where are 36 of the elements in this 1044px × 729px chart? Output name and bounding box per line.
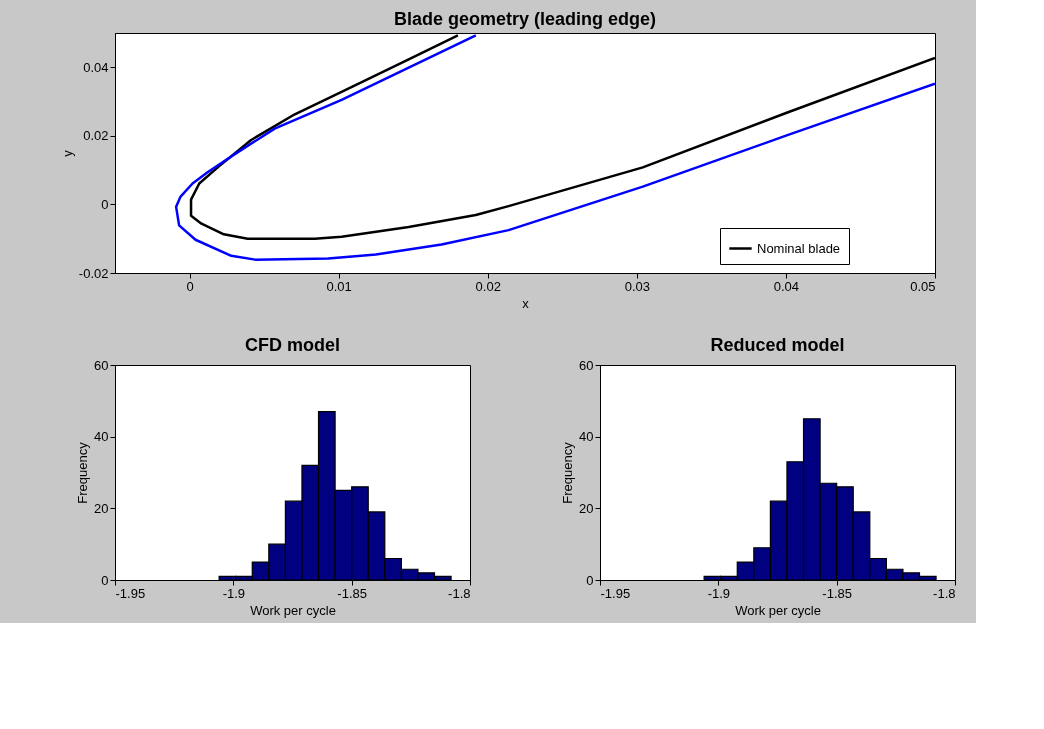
x-tick-label: 0.03: [624, 278, 650, 294]
y-tick-label: 20: [579, 500, 594, 516]
y-axis-title: y: [59, 149, 75, 157]
y-tick-label: 20: [94, 500, 109, 516]
y-tick-label: 40: [94, 429, 109, 445]
x-axis-title: Work per cycle: [735, 602, 821, 618]
y-tick-label: 40: [579, 429, 594, 445]
legend-label: Nominal blade: [757, 240, 841, 256]
x-tick-label: -1.95: [115, 585, 146, 601]
chart-title: CFD model: [244, 335, 341, 355]
x-tick-label: -1.85: [337, 585, 367, 601]
x-tick-label: -1.85: [822, 585, 852, 601]
y-tick-label: 0: [101, 196, 109, 212]
x-tick-label: -1.9: [707, 585, 731, 601]
x-axis-title: x: [522, 295, 530, 311]
y-tick-label: -0.02: [78, 265, 109, 281]
y-tick-label: 60: [579, 357, 594, 373]
x-tick-label: 0.05: [910, 278, 936, 294]
x-tick-label: 0.02: [475, 278, 501, 294]
x-tick-label: -1.95: [600, 585, 631, 601]
x-tick-label: 0: [186, 278, 194, 294]
x-tick-label: 0.04: [773, 278, 800, 294]
x-tick-label: -1.9: [222, 585, 246, 601]
x-tick-label: 0.01: [326, 278, 352, 294]
chart-title: Blade geometry (leading edge): [393, 9, 657, 29]
y-axis-title: Frequency: [560, 441, 576, 504]
y-tick-label: 0.04: [83, 59, 109, 75]
y-axis-title: Frequency: [75, 441, 91, 504]
y-tick-label: 0.02: [83, 128, 109, 144]
x-tick-label: -1.8: [448, 585, 471, 601]
y-tick-label: 60: [94, 357, 109, 373]
y-tick-label: 0: [586, 572, 594, 588]
x-axis-title: Work per cycle: [250, 602, 336, 618]
chart-title: Reduced model: [710, 335, 845, 355]
x-tick-label: -1.8: [933, 585, 956, 601]
y-tick-label: 0: [101, 572, 109, 588]
